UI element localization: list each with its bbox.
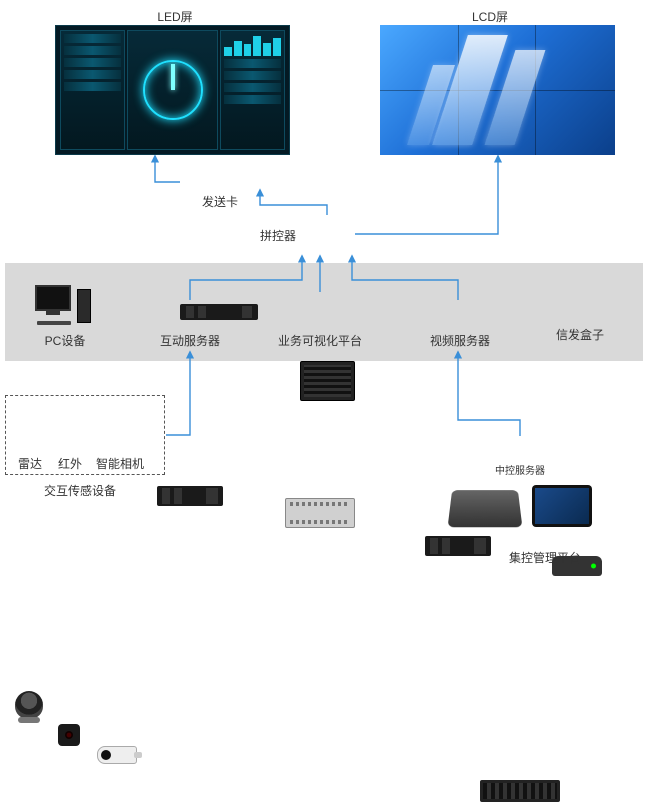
control-console	[448, 490, 523, 527]
edge-splicer-sendcard	[260, 190, 327, 215]
label-signage-box: 信发盒子	[545, 326, 615, 343]
radar-sensor	[15, 691, 43, 719]
label-lcd-screen: LCD屏	[465, 8, 515, 25]
led-center-ring	[143, 60, 203, 120]
lcd-screen	[380, 25, 615, 155]
label-control-platform: 集控管理平台	[500, 549, 590, 566]
label-send-card: 发送卡	[195, 193, 245, 210]
label-radar: 雷达	[15, 455, 45, 472]
control-tablet	[532, 485, 592, 527]
label-splicer: 拼控器	[258, 227, 298, 244]
control-server	[480, 780, 560, 802]
send-card	[180, 304, 258, 320]
led-screen	[55, 25, 290, 155]
label-viz-platform: 业务可视化平台	[270, 332, 370, 349]
pc-device	[35, 285, 95, 327]
label-sensor-group: 交互传感设备	[30, 482, 130, 499]
smart-camera	[97, 746, 137, 764]
edge-ctrl-video	[458, 352, 520, 436]
viz-platform	[285, 498, 355, 528]
splicer	[300, 361, 355, 401]
edge-sensor-inter	[166, 352, 190, 435]
interactive-server	[157, 486, 223, 506]
label-pc-device: PC设备	[35, 332, 95, 349]
label-ctrl-server: 中控服务器	[490, 462, 550, 477]
label-video-server: 视频服务器	[420, 332, 500, 349]
infrared-sensor	[58, 724, 80, 746]
label-smart-camera: 智能相机	[90, 455, 150, 472]
label-led-screen: LED屏	[150, 8, 200, 25]
edge-splicer-lcd	[355, 156, 498, 234]
label-interactive-server: 互动服务器	[150, 332, 230, 349]
video-server	[425, 536, 491, 556]
label-infrared: 红外	[55, 455, 85, 472]
edge-sendcard-led	[155, 156, 180, 182]
